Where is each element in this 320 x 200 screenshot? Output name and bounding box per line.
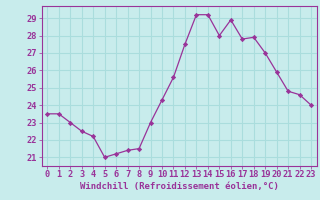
X-axis label: Windchill (Refroidissement éolien,°C): Windchill (Refroidissement éolien,°C) — [80, 182, 279, 191]
